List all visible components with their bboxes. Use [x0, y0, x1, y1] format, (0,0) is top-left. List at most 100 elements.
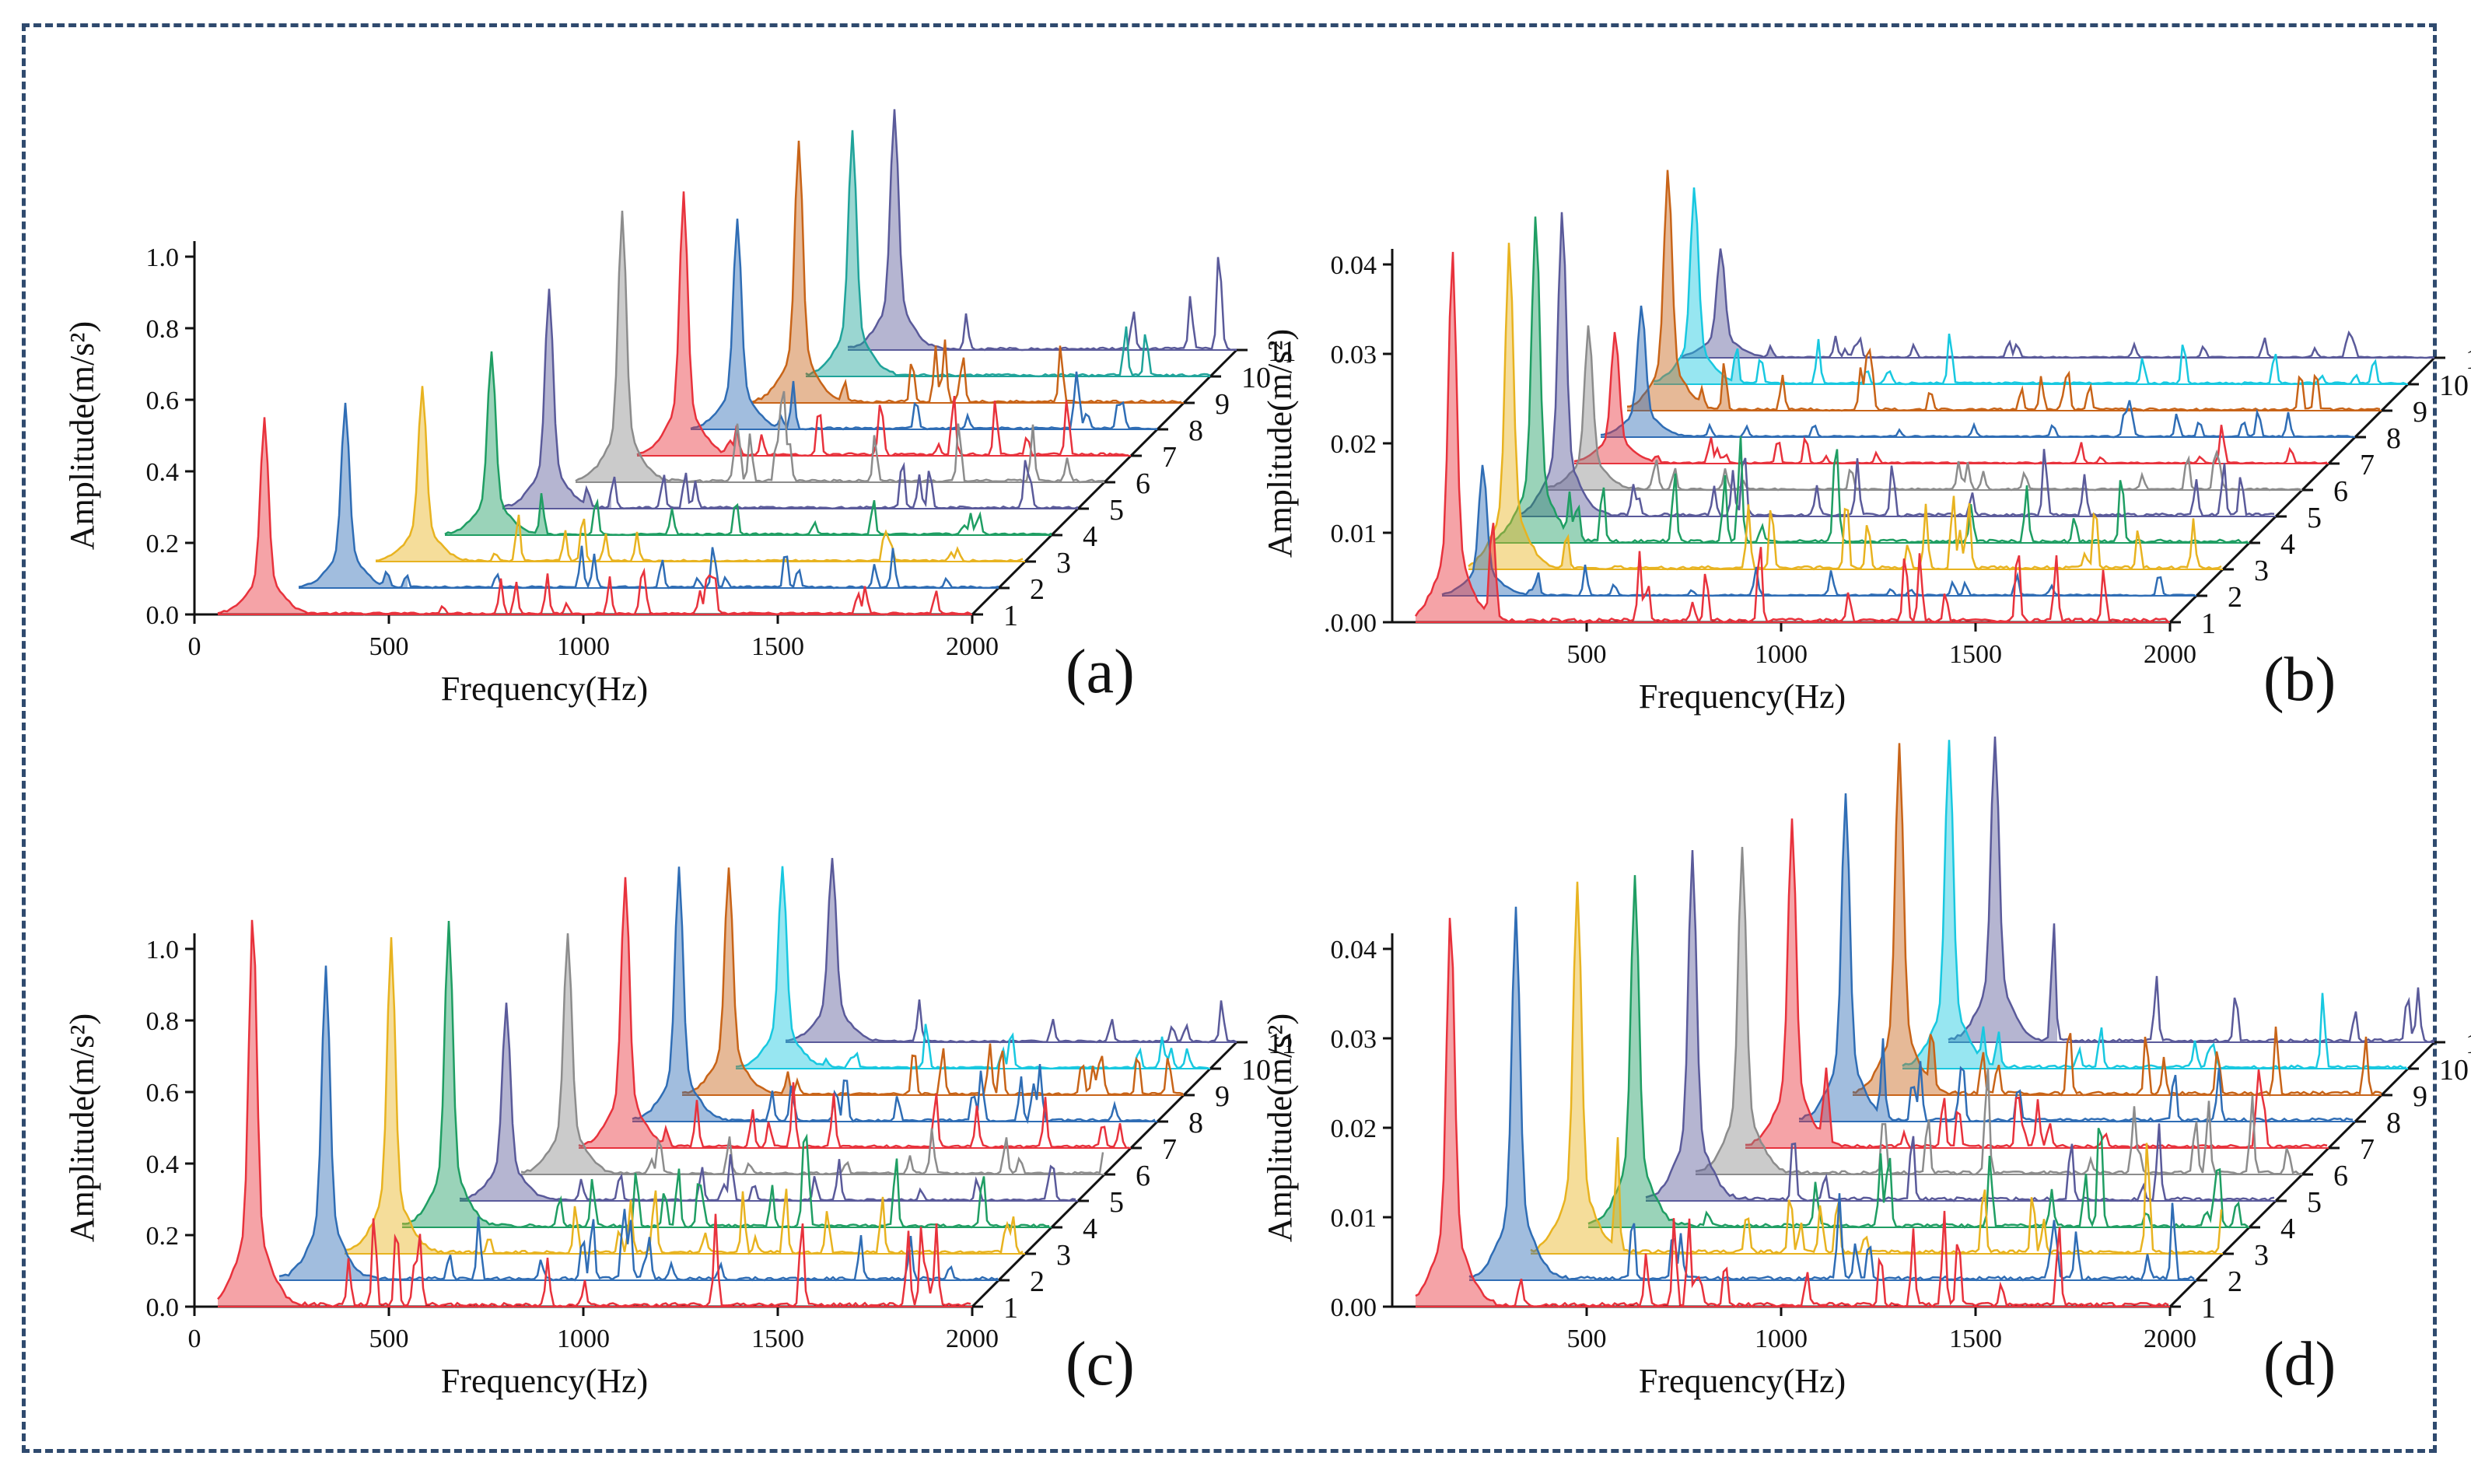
- series-8-line: [1798, 793, 2354, 1123]
- y-tick-label: 0.4: [146, 1150, 180, 1179]
- y-tick-label: 0.4: [146, 458, 180, 487]
- series-label: 6: [1136, 1160, 1150, 1192]
- series-label: 2: [2228, 1265, 2242, 1298]
- series-10-fill: [1902, 740, 2011, 1069]
- series-1-fill: [218, 919, 315, 1307]
- series-label: 6: [2333, 1160, 2348, 1192]
- y-tick-label: 0.6: [146, 387, 180, 415]
- panel-b: 500 1000 1500 2000 .0.00 0.01 0.02 0.03 0.04 Freq…: [1244, 47, 2471, 731]
- series-9-fill: [682, 867, 791, 1095]
- y-tick-label: 0.03: [1331, 1025, 1377, 1054]
- series-3-line: [1530, 881, 2223, 1255]
- y-tick-label: 0.0: [146, 601, 180, 630]
- series-label: 10: [1241, 1054, 1271, 1087]
- series-label: 8: [1188, 1107, 1203, 1139]
- y-tick-label: .0.00: [1324, 609, 1377, 638]
- series-2-line: [1468, 906, 2195, 1282]
- series-6-fill: [1696, 846, 1804, 1174]
- series-label: 7: [2360, 1133, 2375, 1166]
- series-label: 8: [2386, 422, 2401, 455]
- x-tick-label: 0: [188, 1325, 201, 1353]
- panel-c: 0 500 1000 1500 2000 0.0 0.2 0.4 0.6 0.8 1.0 Freque…: [47, 731, 1297, 1416]
- series-10-line: [1902, 740, 2407, 1070]
- series-1-line: [1414, 251, 2169, 625]
- y-axis-title: Amplitude(m/s²): [63, 321, 101, 550]
- series-label: 3: [2254, 555, 2269, 587]
- figure-frame: [22, 23, 2437, 1453]
- series-7-line: [636, 191, 1129, 457]
- series-label: 4: [2280, 1213, 2295, 1245]
- series-11-line: [1948, 737, 2434, 1044]
- y-tick-label: 0.2: [146, 530, 180, 558]
- series-label: 11: [2466, 1027, 2471, 1060]
- series-label: 1: [2201, 607, 2216, 640]
- series-5-fill: [460, 1003, 569, 1201]
- series-label: 9: [2413, 1080, 2427, 1113]
- series-6-fill: [576, 210, 684, 482]
- series-label: 4: [1083, 1213, 1097, 1245]
- series-label: 10: [1241, 362, 1271, 394]
- series-label: 5: [2307, 502, 2322, 534]
- series-8-fill: [691, 219, 800, 429]
- x-axis-title: Frequency(Hz): [1639, 677, 1846, 716]
- x-tick-label: 1500: [751, 1325, 804, 1353]
- x-tick-label: 1000: [557, 1325, 610, 1353]
- x-tick-label: 500: [1567, 1325, 1607, 1353]
- y-axis-title: Amplitude(m/s²): [1261, 1013, 1299, 1242]
- series-label: 7: [1162, 1133, 1177, 1166]
- series-7-line: [1745, 818, 2328, 1150]
- series-label: 11: [2466, 343, 2471, 376]
- x-tick-label: 2000: [2144, 640, 2196, 669]
- panel-letter: (d): [2263, 1330, 2336, 1398]
- x-tick-label: 2000: [2144, 1325, 2196, 1353]
- series-label: 5: [1109, 1186, 1124, 1219]
- panel-b-chart: 500 1000 1500 2000 .0.00 0.01 0.02 0.03 0.04 Freq…: [1261, 170, 2471, 716]
- series-label: 10: [2439, 1054, 2469, 1087]
- panel-a: 0 500 1000 1500 2000 0.0 0.2 0.4 0.6 0.8 1.0 Freque…: [47, 39, 1297, 723]
- series-label: 6: [1136, 467, 1150, 500]
- series-9-fill: [1853, 743, 1962, 1095]
- x-tick-label: 1000: [1755, 1325, 1808, 1353]
- series-2-fill: [1469, 906, 1578, 1280]
- y-tick-label: 0.04: [1331, 936, 1377, 964]
- panel-c-chart: 0 500 1000 1500 2000 0.0 0.2 0.4 0.6 0.8 1.0 Freque…: [63, 858, 1297, 1400]
- series-label: 8: [2386, 1107, 2401, 1139]
- series-7-fill: [1745, 818, 1854, 1148]
- series-8-fill: [1799, 793, 1908, 1122]
- y-tick-label: 0.00: [1331, 1293, 1377, 1322]
- series-label: 7: [1162, 441, 1177, 474]
- y-tick-label: 0.04: [1331, 251, 1377, 280]
- series-4-line: [401, 920, 1050, 1229]
- x-tick-label: 1000: [1755, 640, 1808, 669]
- y-tick-label: 0.01: [1331, 1204, 1377, 1233]
- series-5-line: [1645, 849, 2275, 1202]
- series-1-line: [1415, 918, 2169, 1309]
- y-tick-label: 0.02: [1331, 1115, 1377, 1143]
- series-9-line: [751, 140, 1182, 404]
- panel-a-chart: 0 500 1000 1500 2000 0.0 0.2 0.4 0.6 0.8 1.0 Freque…: [63, 109, 1297, 708]
- series-label: 11: [1268, 1027, 1297, 1060]
- series-11-line: [1679, 248, 2434, 359]
- series-3-line: [1468, 243, 2222, 571]
- x-tick-label: 2000: [946, 1325, 999, 1353]
- series-4-line: [1587, 875, 2249, 1229]
- y-tick-label: 1.0: [146, 243, 180, 272]
- series-10-line: [735, 866, 1209, 1070]
- series-label: 3: [1056, 547, 1071, 579]
- series-3-fill: [1531, 881, 1640, 1254]
- series-label: 3: [1056, 1239, 1071, 1272]
- series-label: 5: [2307, 1186, 2322, 1219]
- series-6-fill: [521, 933, 630, 1174]
- series-label: 8: [1188, 415, 1203, 447]
- x-tick-label: 500: [369, 632, 409, 661]
- x-axis-title: Frequency(Hz): [441, 1362, 648, 1400]
- panel-letter: (c): [1066, 1330, 1135, 1398]
- y-axis-title: Amplitude(m/s²): [63, 1013, 101, 1242]
- series-11-fill: [848, 109, 957, 350]
- series-2-fill: [279, 965, 388, 1280]
- y-axis-title: Amplitude(m/s²): [1261, 329, 1299, 558]
- series-9-fill: [752, 140, 861, 403]
- series-11-fill: [1948, 737, 2057, 1042]
- x-axis-title: Frequency(Hz): [441, 670, 648, 708]
- series-8-fill: [632, 866, 741, 1122]
